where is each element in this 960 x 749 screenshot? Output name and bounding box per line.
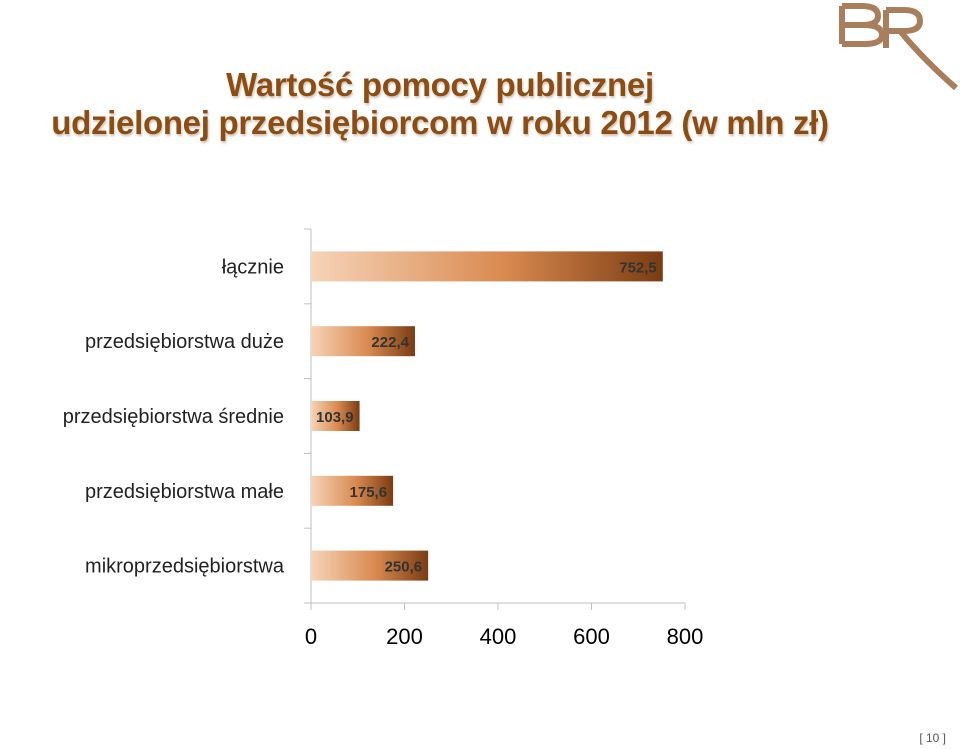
x-tick-label: 200 xyxy=(386,624,423,649)
category-label: przedsiębiorstwa średnie xyxy=(63,406,284,428)
br-logo xyxy=(839,3,958,91)
chart-title-line-2: udzielonej przedsiębiorcom w roku 2012 (… xyxy=(51,104,829,141)
category-label: mikroprzedsiębiorstwa xyxy=(85,556,285,578)
chart-title: Wartość pomocy publicznej udzielonej prz… xyxy=(0,66,880,142)
bar xyxy=(311,401,360,431)
bar xyxy=(311,326,415,357)
chart-title-line-1: Wartość pomocy publicznej xyxy=(226,66,654,103)
category-label: przedsiębiorstwa małe xyxy=(85,481,284,503)
bar xyxy=(311,475,394,506)
category-label: przedsiębiorstwa duże xyxy=(85,331,284,353)
x-tick-label: 800 xyxy=(667,624,704,649)
bar xyxy=(311,550,429,581)
category-label: łącznie xyxy=(222,256,284,278)
data-label: 175,6 xyxy=(350,484,388,501)
data-label: 250,6 xyxy=(385,559,423,576)
data-label: 103,9 xyxy=(316,409,354,426)
x-tick-label: 600 xyxy=(573,624,610,649)
x-tick-label: 0 xyxy=(305,624,317,649)
data-label: 752,5 xyxy=(619,259,657,276)
page-number: [ 10 ] xyxy=(919,731,946,745)
bar xyxy=(311,251,663,282)
data-label: 222,4 xyxy=(371,334,409,351)
x-tick-label: 400 xyxy=(480,624,517,649)
